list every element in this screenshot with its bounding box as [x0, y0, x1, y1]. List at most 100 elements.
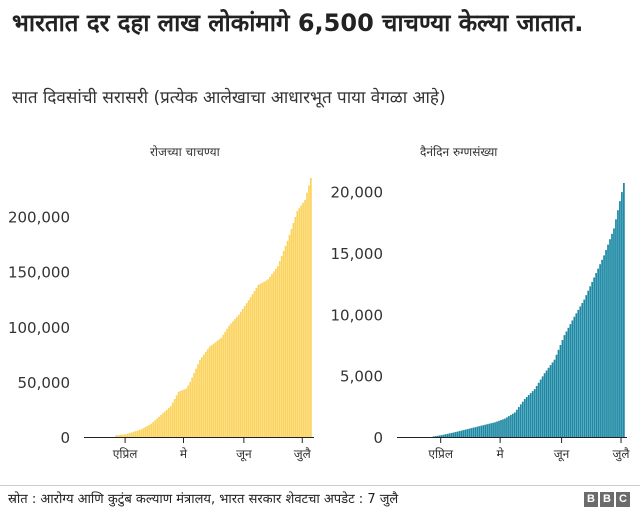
- chart-bar: [581, 303, 584, 437]
- chart-bar: [121, 434, 123, 437]
- chart-bar: [595, 273, 597, 437]
- chart-bar: [245, 303, 248, 437]
- chart-bar: [468, 428, 471, 437]
- chart-bar: [220, 337, 223, 437]
- chart-bar: [130, 432, 133, 437]
- chart-bar: [446, 433, 449, 437]
- chart-bar: [565, 331, 568, 437]
- chart-bar: [234, 319, 236, 437]
- y-tick-label: 0: [373, 429, 383, 447]
- chart-bar: [156, 418, 158, 437]
- chart-bar: [571, 320, 574, 437]
- x-tick-label: जून: [554, 447, 570, 462]
- y-tick-label: 200,000: [8, 209, 70, 227]
- chart-bar: [206, 349, 209, 437]
- chart-bar: [476, 426, 479, 437]
- chart-bar: [587, 290, 590, 437]
- chart-bar: [119, 434, 121, 437]
- y-tick-label: 20,000: [331, 184, 384, 202]
- chart-bar: [158, 416, 160, 437]
- chart-bar: [543, 373, 546, 437]
- bbc-logo-letter: B: [584, 492, 598, 507]
- chart-bar: [531, 391, 534, 437]
- chart-bar: [263, 281, 266, 437]
- chart-bar: [162, 413, 164, 437]
- source-note: स्रोत : आरोग्य आणि कुटुंब कल्याण मंत्राल…: [8, 492, 399, 507]
- chart-bar: [545, 370, 548, 437]
- y-tick-label: 150,000: [8, 264, 70, 282]
- page-subtitle: सात दिवसांची सरासरी (प्रत्येक आलेखाचा आध…: [12, 88, 446, 108]
- chart-bar: [599, 264, 601, 437]
- chart-bar: [160, 414, 162, 437]
- chart-bar: [506, 417, 508, 437]
- chart-bar: [593, 277, 596, 437]
- chart-bar: [472, 427, 475, 437]
- chart-bar: [296, 211, 299, 437]
- chart-bar: [494, 422, 496, 437]
- chart-bar: [179, 390, 182, 437]
- chart-bar: [282, 250, 285, 437]
- chart-bar: [492, 422, 494, 437]
- chart-bar: [607, 244, 609, 437]
- chart-bar: [243, 306, 246, 437]
- chart-bar: [259, 283, 262, 437]
- chart-bar: [302, 202, 304, 437]
- chart-bar: [123, 434, 125, 437]
- chart-bar: [152, 422, 155, 437]
- chart-bar: [148, 424, 151, 437]
- chart-bar: [165, 409, 168, 437]
- y-tick-label: 0: [60, 429, 70, 447]
- chart-bar: [514, 412, 516, 437]
- chart-bar: [284, 245, 287, 437]
- chart-title: रोजच्या चाचण्या: [150, 145, 221, 159]
- chart-bar: [585, 295, 588, 437]
- chart-bar: [577, 309, 580, 437]
- chart-bar: [529, 393, 532, 437]
- chart-bar: [482, 425, 485, 437]
- chart-bar: [559, 344, 562, 437]
- chart-bar: [201, 357, 203, 437]
- chart-bar: [555, 354, 558, 437]
- chart-bar: [460, 430, 463, 437]
- chart-bar: [290, 228, 293, 437]
- chart-bar: [251, 294, 254, 437]
- chart-bar: [115, 435, 118, 437]
- chart-bar: [136, 430, 139, 437]
- chart-bar: [208, 346, 211, 437]
- chart-bar: [488, 423, 490, 437]
- chart-bar: [527, 395, 530, 437]
- footer-divider: [0, 485, 640, 486]
- chart-bar: [613, 228, 615, 437]
- chart-bar: [132, 431, 135, 437]
- chart-bar: [134, 431, 137, 437]
- chart-bar: [525, 397, 528, 437]
- chart-bar: [561, 340, 564, 437]
- tests-chart: रोजच्या चाचण्या 0 50,000 100,000 150,000 200,…: [8, 145, 314, 462]
- chart-bar: [502, 419, 504, 437]
- chart-bar: [308, 185, 310, 437]
- chart-bar: [500, 420, 502, 437]
- chart-bar: [537, 382, 540, 437]
- x-tick-label: एप्रिल: [113, 447, 139, 461]
- chart-bar: [191, 377, 193, 437]
- chart-bar: [214, 342, 217, 437]
- chart-bar: [452, 432, 455, 437]
- chart-bar: [204, 351, 207, 437]
- chart-bar: [304, 200, 306, 437]
- chart-bar: [267, 279, 269, 437]
- chart-bar: [185, 388, 188, 437]
- chart-bar: [232, 321, 234, 437]
- chart-bar: [173, 398, 176, 437]
- chart-bar: [310, 178, 312, 437]
- chart-bar: [589, 286, 592, 437]
- chart-bar: [462, 430, 465, 437]
- x-tick-label: जून: [236, 447, 252, 462]
- chart-bar: [621, 192, 623, 437]
- chart-bar: [125, 434, 127, 437]
- y-tick-label: 15,000: [331, 245, 384, 263]
- chart-bar: [271, 274, 273, 437]
- chart-bar: [448, 433, 451, 437]
- chart-bar: [456, 431, 459, 437]
- chart-bar: [197, 364, 199, 437]
- chart-bar: [597, 268, 599, 437]
